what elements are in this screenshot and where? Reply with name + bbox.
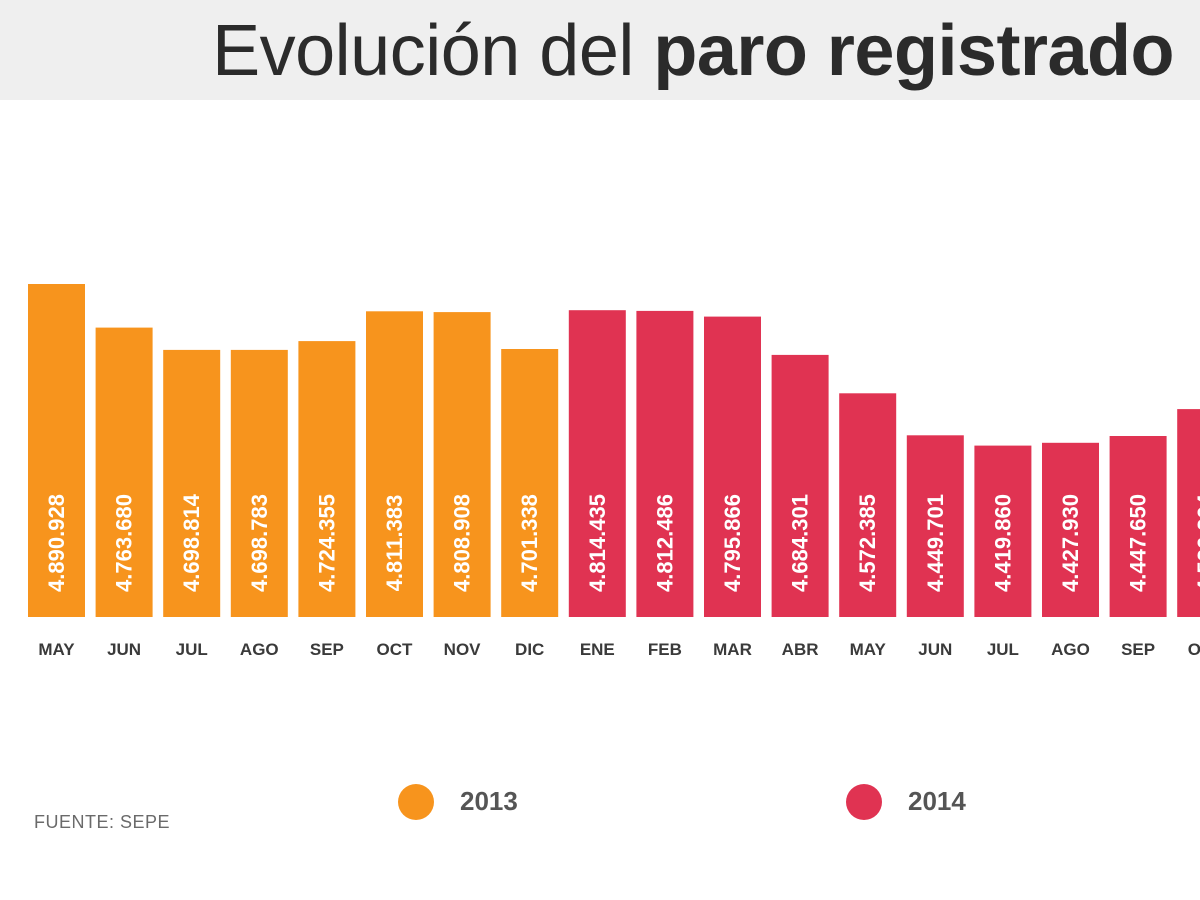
bar-value-label-11: 4.684.301 [788, 494, 813, 592]
x-tick-label-5: OCT [377, 640, 414, 659]
bar-value-label-9: 4.812.486 [652, 494, 677, 592]
x-tick-label-2: JUL [176, 640, 208, 659]
bar-13 [906, 435, 964, 617]
x-tick-label-3: AGO [240, 640, 279, 659]
bar-value-label-12: 4.572.385 [855, 494, 880, 592]
bar-12 [839, 393, 897, 617]
bar-value-label-7: 4.701.338 [517, 494, 542, 592]
bar-value-label-1: 4.763.680 [112, 494, 137, 592]
bar-value-label-8: 4.814.435 [585, 494, 610, 592]
bar-3 [230, 349, 288, 617]
bar-1 [95, 327, 153, 617]
x-tick-label-8: ENE [580, 640, 615, 659]
x-tick-label-13: JUN [918, 640, 952, 659]
x-tick-label-16: SEP [1121, 640, 1155, 659]
bar-value-label-3: 4.698.783 [247, 494, 272, 592]
x-tick-label-12: MAY [850, 640, 887, 659]
bar-4 [298, 341, 356, 617]
bar-16 [1109, 436, 1167, 617]
bar-value-label-0: 4.890.928 [44, 494, 69, 592]
bar-5 [366, 311, 423, 617]
x-tick-label-11: ABR [782, 640, 819, 659]
bar-value-label-14: 4.419.860 [990, 494, 1015, 592]
x-tick-label-10: MAR [713, 640, 752, 659]
bar-2 [163, 349, 221, 617]
bar-14 [974, 445, 1032, 617]
bar-chart: 4.890.928 MAY 4.763.680 JUN 4.698.814 JUL 4.69… [28, 284, 1200, 659]
x-tick-label-17: OCT [1188, 640, 1200, 659]
bar-9 [636, 310, 694, 617]
bar-6 [433, 312, 491, 617]
x-tick-label-7: DIC [515, 640, 544, 659]
bar-value-label-4: 4.724.355 [314, 494, 339, 592]
legend-label-2014: 2014 [908, 786, 966, 816]
bar-value-label-6: 4.808.908 [450, 494, 475, 592]
x-tick-label-14: JUL [987, 640, 1019, 659]
x-tick-label-15: AGO [1051, 640, 1090, 659]
legend-label-2013: 2013 [460, 786, 518, 816]
chart-title: Evolución del paro registrado [212, 8, 1174, 94]
bar-value-label-15: 4.427.930 [1058, 494, 1083, 592]
title-light: Evolución del [212, 11, 654, 91]
x-tick-label-9: FEB [648, 640, 682, 659]
x-tick-label-4: SEP [310, 640, 344, 659]
bar-value-label-5: 4.811.383 [382, 495, 407, 592]
bar-17 [1177, 409, 1200, 617]
bar-15 [1042, 442, 1099, 617]
bar-7 [501, 349, 559, 617]
source-note: FUENTE: SEPE [34, 812, 171, 832]
bar-11 [771, 354, 829, 617]
bar-10 [704, 316, 761, 617]
header-band: Evolución del paro registrado [0, 0, 1200, 100]
bar-value-label-17: 4.526.204 [1193, 493, 1200, 592]
legend-dot-2013 [398, 784, 434, 820]
title-bold: paro registrado [653, 11, 1174, 91]
bar-value-label-13: 4.449.701 [923, 494, 948, 592]
x-tick-label-0: MAY [38, 640, 75, 659]
x-tick-label-1: JUN [107, 640, 141, 659]
bar-value-label-10: 4.795.866 [720, 494, 745, 592]
bar-value-label-16: 4.447.650 [1126, 494, 1151, 592]
bar-value-label-2: 4.698.814 [179, 493, 204, 592]
x-tick-label-6: NOV [444, 640, 482, 659]
bar-0 [28, 284, 85, 617]
legend-dot-2014 [846, 784, 882, 820]
bar-8 [568, 310, 626, 617]
